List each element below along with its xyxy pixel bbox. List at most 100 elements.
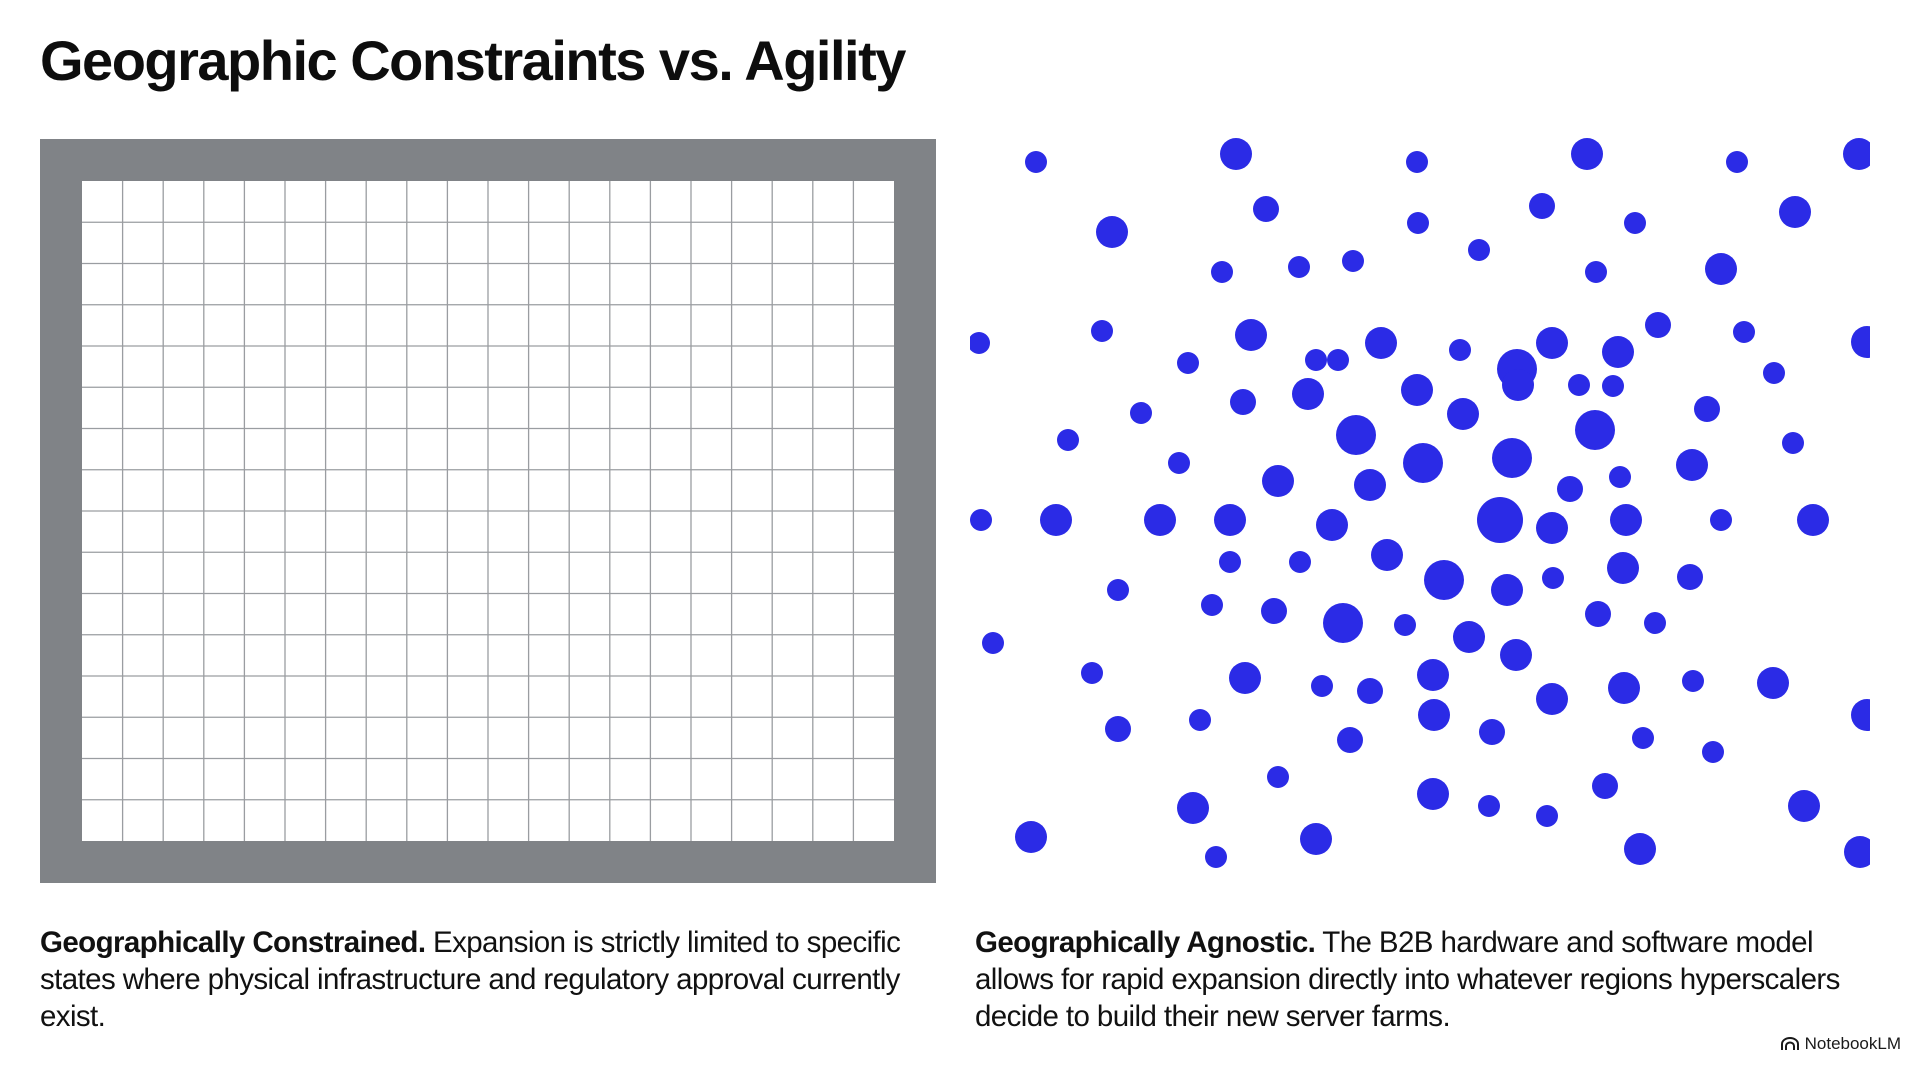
location-dot bbox=[1726, 151, 1748, 173]
location-dot bbox=[1733, 321, 1755, 343]
location-dot bbox=[1311, 675, 1333, 697]
location-dot bbox=[1096, 216, 1128, 248]
location-dot bbox=[1585, 601, 1611, 627]
location-dot bbox=[1702, 741, 1724, 763]
location-dot bbox=[1219, 551, 1241, 573]
location-dot bbox=[1015, 821, 1047, 853]
location-dot bbox=[1851, 326, 1883, 358]
location-dot bbox=[1447, 398, 1479, 430]
location-dot bbox=[1529, 193, 1555, 219]
location-dot bbox=[1491, 574, 1523, 606]
location-dot bbox=[1289, 551, 1311, 573]
location-dot bbox=[1403, 443, 1443, 483]
location-dot bbox=[1536, 327, 1568, 359]
location-dot bbox=[1694, 396, 1720, 422]
location-dot bbox=[1536, 805, 1558, 827]
location-dot bbox=[1205, 846, 1227, 868]
location-dot bbox=[1607, 552, 1639, 584]
constrained-caption-lead: Geographically Constrained. bbox=[40, 926, 426, 959]
location-dot bbox=[1177, 352, 1199, 374]
location-dot bbox=[1417, 778, 1449, 810]
location-dot bbox=[1571, 138, 1603, 170]
location-dot bbox=[1305, 349, 1327, 371]
brand-name: NotebookLM bbox=[1804, 1034, 1901, 1053]
location-dot bbox=[1782, 432, 1804, 454]
location-dot bbox=[1323, 603, 1363, 643]
location-dot bbox=[1542, 567, 1564, 589]
location-dot bbox=[1644, 612, 1666, 634]
location-dot bbox=[1177, 792, 1209, 824]
location-dot bbox=[1354, 469, 1386, 501]
location-dot bbox=[1610, 504, 1642, 536]
location-dot bbox=[1337, 727, 1363, 753]
location-dot bbox=[1130, 402, 1152, 424]
location-dot bbox=[1844, 836, 1876, 868]
location-dot bbox=[1763, 362, 1785, 384]
location-dot bbox=[1477, 497, 1523, 543]
location-dot bbox=[1645, 312, 1671, 338]
location-dot bbox=[1235, 319, 1267, 351]
location-dot bbox=[1357, 678, 1383, 704]
location-dot bbox=[1602, 375, 1624, 397]
location-dot bbox=[1336, 415, 1376, 455]
location-dot bbox=[1453, 621, 1485, 653]
agnostic-dots-diagram bbox=[968, 135, 1883, 895]
location-dot bbox=[1144, 504, 1176, 536]
location-dot bbox=[1342, 250, 1364, 272]
agnostic-caption-lead: Geographically Agnostic. bbox=[975, 926, 1316, 959]
location-dot bbox=[1710, 509, 1732, 531]
location-dot bbox=[1261, 598, 1287, 624]
location-dot bbox=[1502, 369, 1534, 401]
location-dot bbox=[1575, 410, 1615, 450]
location-dot bbox=[1105, 716, 1131, 742]
location-dot bbox=[1779, 196, 1811, 228]
location-dot bbox=[1253, 196, 1279, 222]
location-dot bbox=[1592, 773, 1618, 799]
location-dot bbox=[1189, 709, 1211, 731]
location-dot bbox=[968, 332, 990, 354]
location-dot bbox=[1288, 256, 1310, 278]
location-dot bbox=[1316, 509, 1348, 541]
location-dot bbox=[1682, 670, 1704, 692]
location-dot bbox=[1025, 151, 1047, 173]
location-dot bbox=[1602, 336, 1634, 368]
location-dot bbox=[1478, 795, 1500, 817]
location-dot bbox=[982, 632, 1004, 654]
location-dot bbox=[1401, 374, 1433, 406]
location-dot bbox=[1585, 261, 1607, 283]
location-dot bbox=[1479, 719, 1505, 745]
location-dot bbox=[1220, 138, 1252, 170]
location-dot bbox=[1788, 790, 1820, 822]
location-dot bbox=[1201, 594, 1223, 616]
location-dot bbox=[1394, 614, 1416, 636]
location-dot bbox=[1632, 727, 1654, 749]
location-dot bbox=[1417, 659, 1449, 691]
location-dot bbox=[1677, 564, 1703, 590]
location-dot bbox=[1449, 339, 1471, 361]
location-dot bbox=[1676, 449, 1708, 481]
location-dot bbox=[1057, 429, 1079, 451]
location-dot bbox=[1407, 212, 1429, 234]
location-dot bbox=[1609, 466, 1631, 488]
location-dot bbox=[1757, 667, 1789, 699]
location-dot bbox=[1214, 504, 1246, 536]
notebooklm-logo-icon bbox=[1780, 1037, 1799, 1050]
constrained-grid-diagram bbox=[40, 139, 936, 883]
location-dot bbox=[1568, 374, 1590, 396]
page-title: Geographic Constraints vs. Agility bbox=[40, 29, 906, 92]
location-dot bbox=[1168, 452, 1190, 474]
location-dot bbox=[1797, 504, 1829, 536]
location-dot bbox=[1229, 662, 1261, 694]
constrained-caption: Geographically Constrained. Expansion is… bbox=[40, 924, 910, 1035]
location-dot bbox=[1262, 465, 1294, 497]
location-dot bbox=[1418, 699, 1450, 731]
location-dot bbox=[1536, 512, 1568, 544]
location-dot bbox=[1107, 579, 1129, 601]
location-dot bbox=[1371, 539, 1403, 571]
notebooklm-brand: NotebookLM bbox=[1780, 1034, 1901, 1054]
location-dot bbox=[1705, 253, 1737, 285]
location-dot bbox=[1091, 320, 1113, 342]
location-dot bbox=[1492, 438, 1532, 478]
location-dot bbox=[1624, 833, 1656, 865]
location-dot bbox=[1608, 672, 1640, 704]
